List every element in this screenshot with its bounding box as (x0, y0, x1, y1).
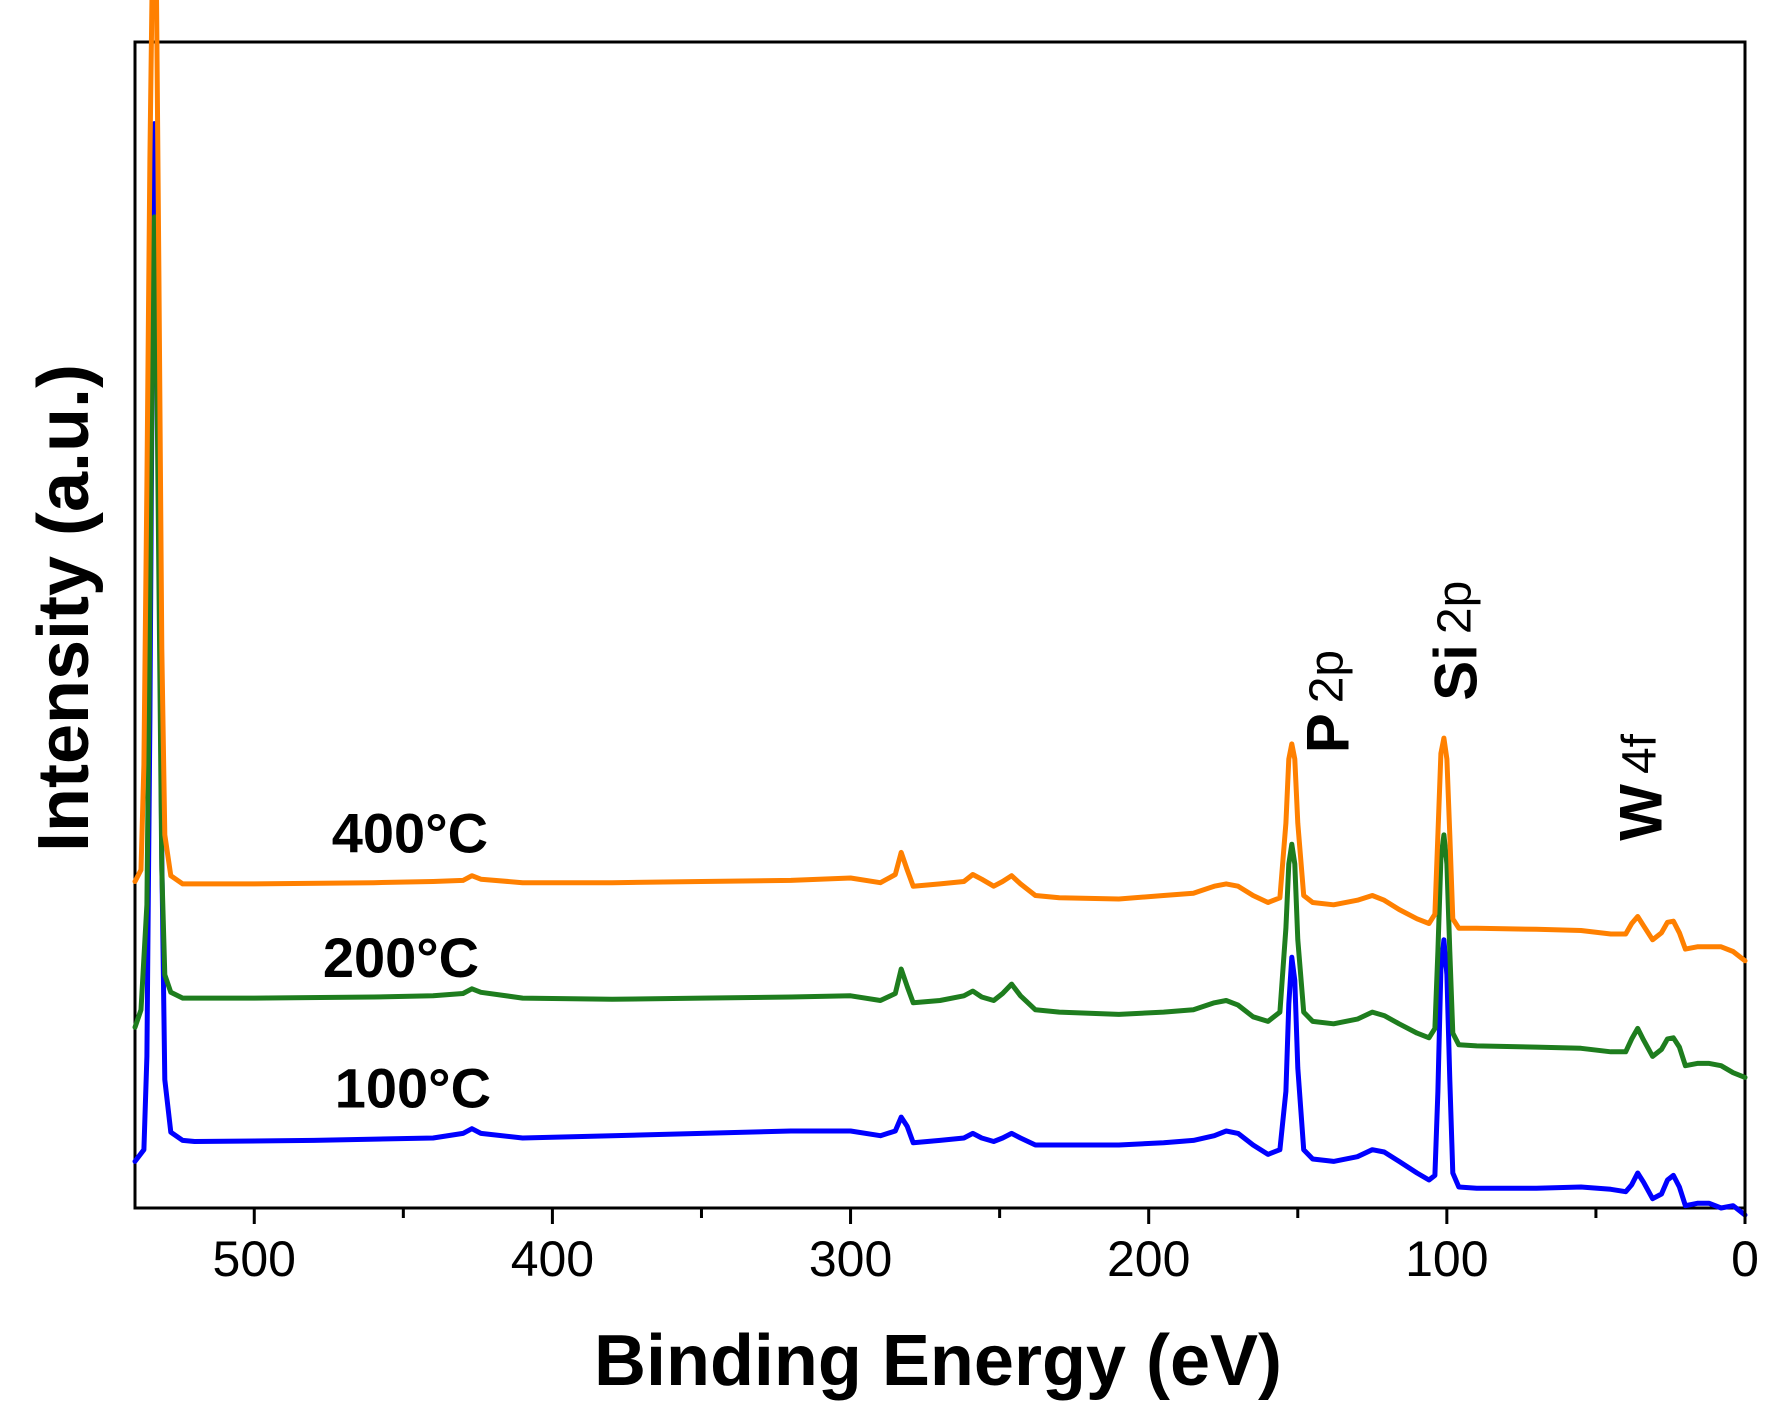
y-axis-title: Intensity (a.u.) (24, 364, 104, 852)
x-tick-label: 200 (1107, 1231, 1190, 1287)
peak-element: Si (1423, 644, 1490, 701)
peak-label-text: W 4f (1608, 733, 1675, 840)
series-layer (132, 0, 1748, 1218)
series-label: 200°C (323, 926, 479, 989)
series-label: 400°C (332, 801, 488, 864)
peak-element: W (1608, 784, 1675, 841)
x-axis-ticks: 500 400 300 200 100 0 (213, 1208, 1759, 1287)
series-label: 100°C (335, 1057, 491, 1120)
peak-annotations: O1sP2pSi2pW4f (1295, 581, 1675, 841)
peak-label-text: P 2p (1295, 650, 1362, 753)
peak-label-si: Si 2p (1423, 581, 1490, 701)
peak-label-p: P 2p (1295, 650, 1362, 753)
plot-border (133, 40, 1747, 1210)
x-tick-label: 400 (511, 1231, 594, 1287)
x-tick-label: 0 (1731, 1231, 1759, 1287)
x-tick-label: 500 (213, 1231, 296, 1287)
plot-frame (133, 40, 1747, 1210)
series-labels: 400°C 200°C 100°C (323, 801, 491, 1119)
peak-label-text: Si 2p (1423, 581, 1490, 701)
peak-orbital: 4f (1614, 733, 1667, 774)
x-tick-label: 300 (809, 1231, 892, 1287)
series-line-200C (132, 214, 1748, 1080)
series-line-100C (132, 121, 1748, 1218)
peak-label-w: W 4f (1608, 733, 1675, 840)
peak-orbital: 2p (1301, 650, 1354, 703)
peak-orbital: 2p (1429, 581, 1482, 634)
x-axis-title: Binding Energy (eV) (594, 1321, 1282, 1401)
x-tick-label: 100 (1405, 1231, 1488, 1287)
peak-element: P (1295, 713, 1362, 753)
series-line-400C (132, 0, 1748, 964)
